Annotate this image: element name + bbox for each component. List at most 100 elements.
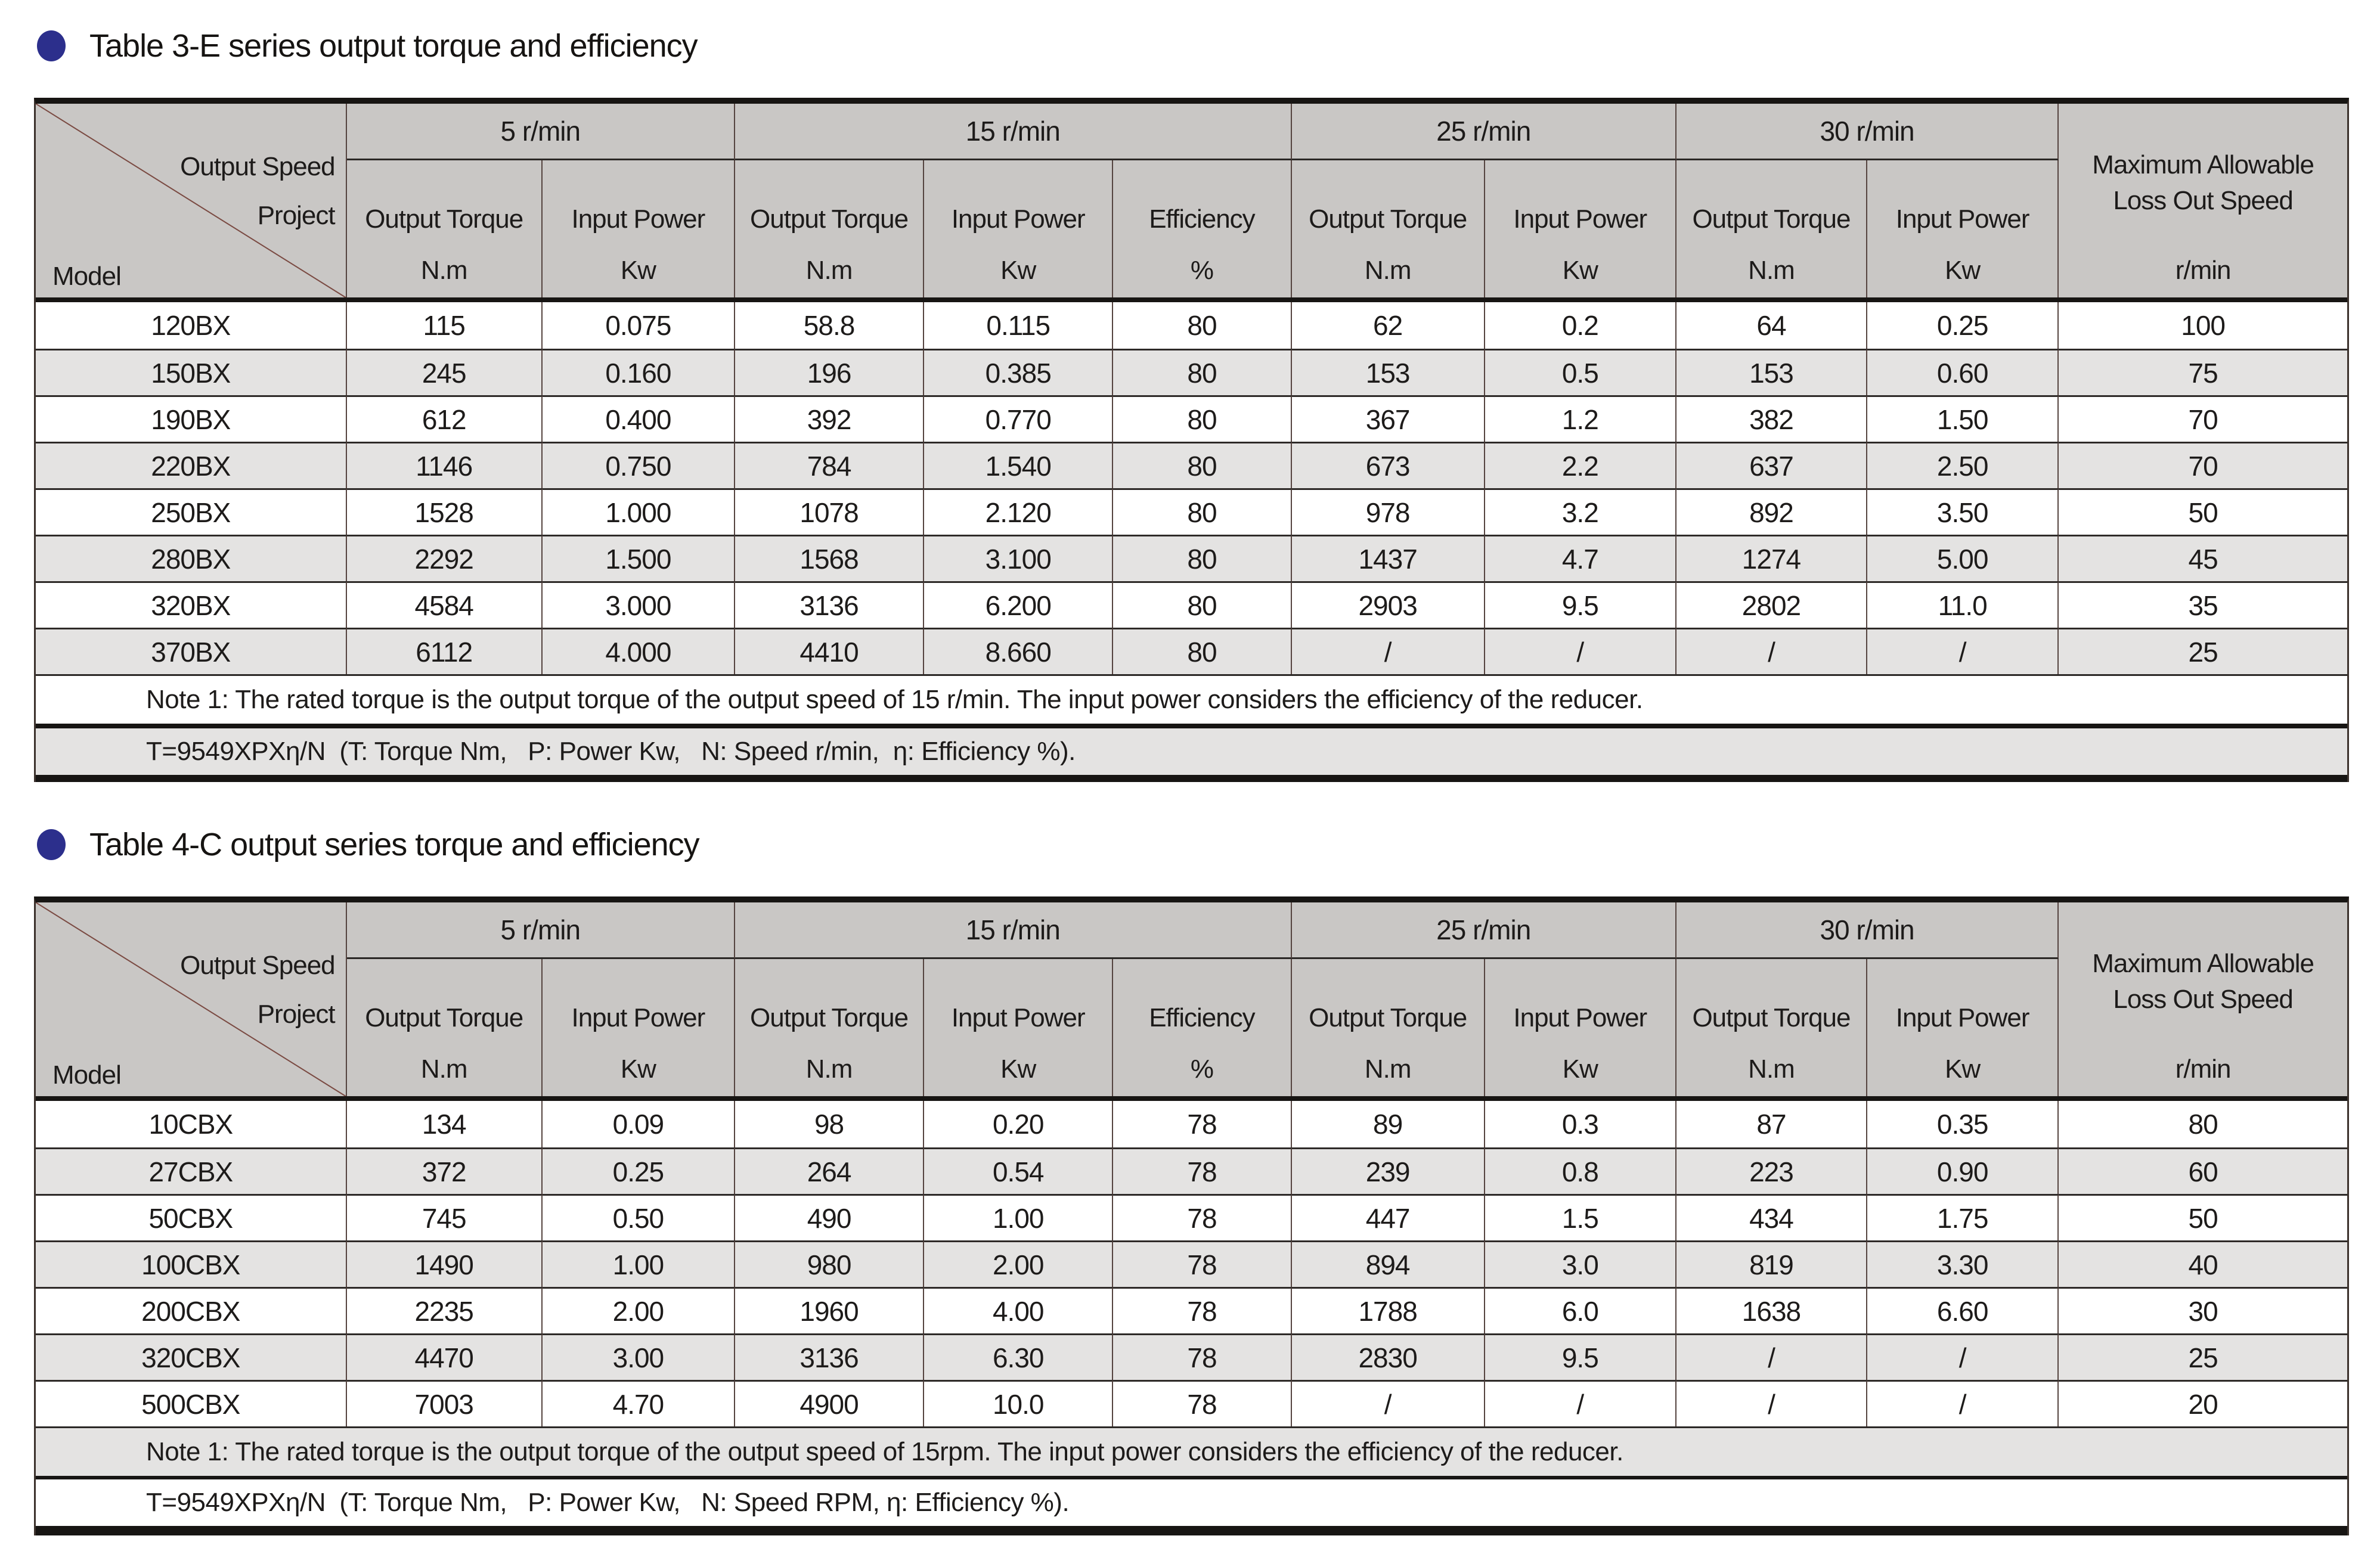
subheader-efficiency: Efficiency%: [1113, 959, 1292, 1096]
note-row: Note 1: The rated torque is the output t…: [36, 676, 2347, 724]
value-cell: 382: [1676, 395, 1868, 442]
model-cell: 500CBX: [36, 1380, 347, 1426]
value-cell: /: [1867, 1333, 2059, 1380]
value-cell: 2.00: [542, 1287, 735, 1333]
subheader-unit: N.m: [1748, 256, 1795, 285]
value-cell: 153: [1291, 349, 1485, 395]
table-bottom-bar: [36, 775, 2347, 782]
model-cell: 27CBX: [36, 1147, 347, 1194]
value-cell: 11.0: [1867, 581, 2059, 628]
value-cell: 372: [346, 1147, 543, 1194]
subheader-output-torque: Output Torque N.m: [1291, 160, 1485, 297]
value-cell: 1.2: [1485, 395, 1676, 442]
subheader-unit: N.m: [420, 256, 468, 285]
table-4c-title-row: Table 4-C output series torque and effic…: [37, 799, 2380, 863]
value-cell: 0.20: [924, 1101, 1114, 1147]
value-cell: 1146: [346, 442, 543, 488]
value-cell: 80: [1113, 302, 1292, 349]
corner-label-model: Model: [52, 1060, 122, 1090]
value-cell: 2.00: [924, 1240, 1114, 1287]
value-cell: 2830: [1291, 1333, 1485, 1380]
value-cell: 80: [1113, 349, 1292, 395]
value-cell: 3.30: [1867, 1240, 2059, 1287]
note-divider-bar: [36, 1476, 2347, 1479]
value-cell: 78: [1113, 1380, 1292, 1426]
subheader-label: Input Power: [1513, 1003, 1647, 1032]
value-cell: 4410: [735, 628, 925, 674]
speed-group-header-15-r/min: 15 r/min: [735, 104, 1292, 160]
value-cell: 1.540: [924, 442, 1114, 488]
value-cell: 0.90: [1867, 1147, 2059, 1194]
subheader-unit: Kw: [1000, 256, 1036, 285]
bullet-icon: [37, 829, 66, 860]
subheader-output-torque: Output Torque N.m: [1676, 959, 1868, 1096]
value-cell: 4.70: [542, 1380, 735, 1426]
value-cell: 0.400: [542, 395, 735, 442]
value-cell: 2802: [1676, 581, 1868, 628]
value-cell: 30: [2059, 1287, 2347, 1333]
value-cell: 0.2: [1485, 302, 1676, 349]
value-cell: 0.770: [924, 395, 1114, 442]
subheader-label: Input Power: [1895, 1003, 2030, 1032]
diagonal-line: [36, 104, 346, 297]
subheader-output-torque: Output Torque N.m: [735, 160, 925, 297]
value-cell: 1788: [1291, 1287, 1485, 1333]
model-cell: 280BX: [36, 535, 347, 581]
value-cell: 4470: [346, 1333, 543, 1380]
value-cell: 0.54: [924, 1147, 1114, 1194]
subheader-label: Output Torque: [1692, 1003, 1851, 1032]
subheader-label: Efficiency: [1149, 1003, 1256, 1032]
value-cell: /: [1291, 628, 1485, 674]
value-cell: 0.115: [924, 302, 1114, 349]
value-cell: 78: [1113, 1287, 1292, 1333]
value-cell: 2903: [1291, 581, 1485, 628]
corner-label-project: Project: [257, 200, 336, 230]
speed-group-header-25-r/min: 25 r/min: [1291, 104, 1676, 160]
value-cell: 9.5: [1485, 1333, 1676, 1380]
value-cell: 2.2: [1485, 442, 1676, 488]
value-cell: 62: [1291, 302, 1485, 349]
value-cell: 819: [1676, 1240, 1868, 1287]
value-cell: /: [1485, 628, 1676, 674]
subheader-label: Input Power: [571, 1003, 705, 1032]
model-cell: 190BX: [36, 395, 347, 442]
corner-header-cell: Output Speed Project Model: [36, 104, 347, 297]
value-cell: 1.00: [542, 1240, 735, 1287]
value-cell: /: [1867, 628, 2059, 674]
value-cell: 87: [1676, 1101, 1868, 1147]
subheader-label: Input Power: [951, 1003, 1086, 1032]
value-cell: 745: [346, 1194, 543, 1240]
value-cell: 58.8: [735, 302, 925, 349]
value-cell: 5.00: [1867, 535, 2059, 581]
subheader-input-power: Input Power Kw: [924, 959, 1114, 1096]
value-cell: 4900: [735, 1380, 925, 1426]
value-cell: 80: [1113, 535, 1292, 581]
value-cell: 100: [2059, 302, 2347, 349]
value-cell: 6.200: [924, 581, 1114, 628]
value-cell: 0.35: [1867, 1101, 2059, 1147]
subheader-label: Output Torque: [365, 204, 523, 234]
corner-label-model: Model: [52, 262, 122, 291]
value-cell: 50: [2059, 1194, 2347, 1240]
value-cell: 70: [2059, 395, 2347, 442]
value-cell: 1.00: [924, 1194, 1114, 1240]
subheader-input-power: Input Power Kw: [1867, 160, 2059, 297]
value-cell: 1528: [346, 488, 543, 535]
value-cell: 3.00: [542, 1333, 735, 1380]
value-cell: /: [1676, 1380, 1868, 1426]
value-cell: 4.7: [1485, 535, 1676, 581]
subheader-input-power: Input Power Kw: [1485, 959, 1676, 1096]
value-cell: 1.500: [542, 535, 735, 581]
value-cell: 78: [1113, 1147, 1292, 1194]
header-bottom-bar: [36, 297, 2347, 302]
subheader-label: Output Torque: [1309, 1003, 1467, 1032]
value-cell: 980: [735, 1240, 925, 1287]
value-cell: 1078: [735, 488, 925, 535]
value-cell: 3136: [735, 581, 925, 628]
subheader-label: Output Torque: [1692, 204, 1851, 234]
value-cell: 2.120: [924, 488, 1114, 535]
value-cell: 1.5: [1485, 1194, 1676, 1240]
value-cell: 25: [2059, 1333, 2347, 1380]
value-cell: 490: [735, 1194, 925, 1240]
subheader-unit: %: [1190, 256, 1214, 285]
